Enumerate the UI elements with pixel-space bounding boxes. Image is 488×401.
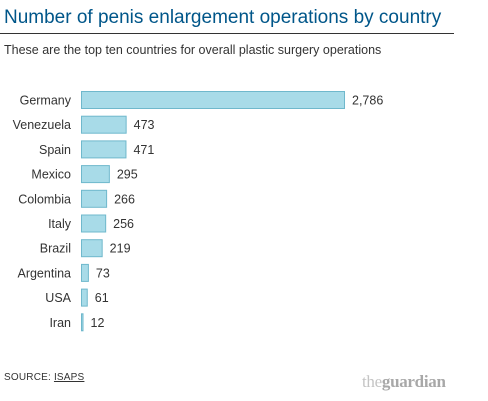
- bar: [81, 189, 108, 208]
- source-link[interactable]: ISAPS: [53, 372, 85, 383]
- chart-title: Number of penis enlargement operations b…: [4, 7, 442, 28]
- value-label: 266: [114, 192, 135, 206]
- category-label: Italy: [48, 217, 72, 231]
- value-label: 2,786: [352, 94, 383, 108]
- bar-chart: Germany 2,786 Venezuela 473 Spain 471 Mexico 29…: [13, 91, 383, 332]
- category-label: Iran: [49, 316, 71, 330]
- category-label: Germany: [20, 94, 72, 108]
- category-label: USA: [45, 291, 71, 305]
- bar: [81, 313, 84, 332]
- value-label: 473: [134, 118, 155, 132]
- value-label: 295: [117, 168, 138, 182]
- value-label: 219: [110, 242, 131, 256]
- logo-the: the: [362, 372, 382, 391]
- value-label: 471: [133, 143, 154, 157]
- logo-guardian: guardian: [381, 372, 446, 391]
- category-label: Brazil: [40, 242, 71, 256]
- bar: [81, 140, 127, 159]
- value-label: 12: [91, 316, 105, 330]
- value-label: 256: [113, 217, 134, 231]
- category-label: Argentina: [17, 266, 71, 280]
- category-label: Mexico: [31, 168, 71, 182]
- source-prefix: SOURCE:: [4, 372, 51, 383]
- bar: [81, 91, 345, 109]
- bar: [81, 115, 127, 134]
- category-label: Colombia: [18, 192, 71, 206]
- source-note: SOURCE: ISAPS: [4, 372, 84, 383]
- bar: [81, 263, 89, 282]
- value-label: 61: [95, 291, 109, 305]
- category-label: Spain: [39, 143, 71, 157]
- chart-subtitle: These are the top ten countries for over…: [4, 43, 382, 57]
- bar: [81, 165, 110, 184]
- guardian-logo: theguardian: [362, 372, 446, 392]
- bar: [81, 288, 88, 307]
- title-divider: [0, 33, 454, 34]
- bar: [81, 214, 107, 233]
- value-label: 73: [96, 266, 110, 280]
- category-label: Venezuela: [13, 118, 71, 132]
- bar: [81, 239, 103, 258]
